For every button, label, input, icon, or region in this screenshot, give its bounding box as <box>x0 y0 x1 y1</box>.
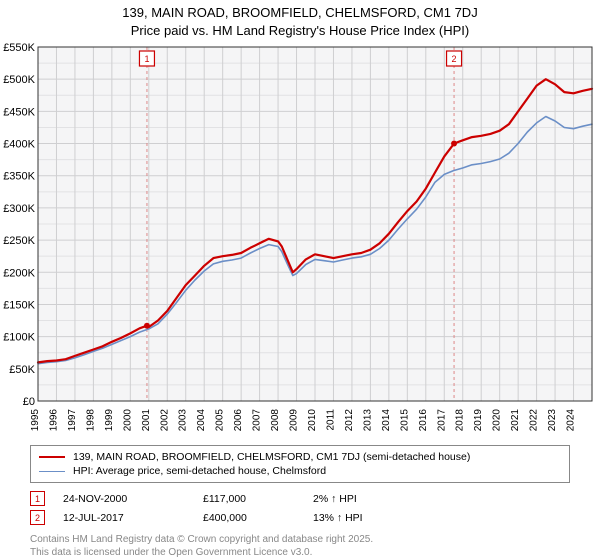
svg-text:2017: 2017 <box>436 409 447 432</box>
svg-text:1995: 1995 <box>30 409 41 432</box>
footer-line-1: Contains HM Land Registry data © Crown c… <box>30 533 570 546</box>
transaction-marker: 2 <box>30 510 45 525</box>
svg-text:2021: 2021 <box>510 409 521 432</box>
transaction-row: 2 12-JUL-2017£400,00013% ↑ HPI <box>30 508 570 527</box>
legend-label: 139, MAIN ROAD, BROOMFIELD, CHELMSFORD, … <box>73 451 470 463</box>
svg-text:2012: 2012 <box>344 409 355 432</box>
footer-line-2: This data is licensed under the Open Gov… <box>30 546 570 559</box>
svg-text:1997: 1997 <box>67 409 78 432</box>
legend-swatch <box>39 471 65 472</box>
svg-text:2: 2 <box>452 54 457 64</box>
svg-text:2019: 2019 <box>473 409 484 432</box>
svg-text:2023: 2023 <box>547 409 558 432</box>
svg-text:2008: 2008 <box>270 409 281 432</box>
svg-text:2014: 2014 <box>381 409 392 432</box>
svg-text:£0: £0 <box>23 396 35 408</box>
title-line-2: Price paid vs. HM Land Registry's House … <box>0 22 600 40</box>
svg-text:£450K: £450K <box>3 106 35 118</box>
svg-text:2000: 2000 <box>122 409 133 432</box>
svg-text:£550K: £550K <box>3 42 35 54</box>
svg-text:2024: 2024 <box>566 409 577 432</box>
svg-text:2020: 2020 <box>492 409 503 432</box>
svg-text:2002: 2002 <box>159 409 170 432</box>
footer-attribution: Contains HM Land Registry data © Crown c… <box>30 533 570 559</box>
svg-text:£350K: £350K <box>3 171 35 183</box>
transaction-date: 24-NOV-2000 <box>63 493 203 505</box>
transaction-price: £400,000 <box>203 512 313 524</box>
svg-text:2003: 2003 <box>178 409 189 432</box>
svg-text:2013: 2013 <box>362 409 373 432</box>
transaction-price: £117,000 <box>203 493 313 505</box>
transaction-date: 12-JUL-2017 <box>63 512 203 524</box>
legend-box: 139, MAIN ROAD, BROOMFIELD, CHELMSFORD, … <box>30 445 570 483</box>
svg-text:2022: 2022 <box>529 409 540 432</box>
svg-text:£150K: £150K <box>3 300 35 312</box>
svg-text:2007: 2007 <box>252 409 263 432</box>
svg-text:2006: 2006 <box>233 409 244 432</box>
svg-text:2015: 2015 <box>399 409 410 432</box>
svg-text:1996: 1996 <box>48 409 59 432</box>
legend-item: 139, MAIN ROAD, BROOMFIELD, CHELMSFORD, … <box>39 450 561 464</box>
svg-text:2011: 2011 <box>325 409 336 431</box>
svg-text:£250K: £250K <box>3 235 35 247</box>
transaction-diff: 13% ↑ HPI <box>313 512 363 524</box>
chart-area: £0 £50K £100K £150K £200K £250K £300K £350K £400… <box>0 39 600 439</box>
svg-text:2018: 2018 <box>455 409 466 432</box>
svg-text:1998: 1998 <box>85 409 96 432</box>
transaction-table: 1 24-NOV-2000£117,0002% ↑ HPI 2 12-JUL-2017… <box>30 489 570 527</box>
svg-text:1999: 1999 <box>104 409 115 432</box>
svg-text:£50K: £50K <box>9 364 35 376</box>
svg-text:1: 1 <box>144 54 149 64</box>
svg-text:2001: 2001 <box>141 409 152 432</box>
transaction-marker: 1 <box>30 491 45 506</box>
svg-text:£300K: £300K <box>3 203 35 215</box>
svg-text:£400K: £400K <box>3 139 35 151</box>
legend-label: HPI: Average price, semi-detached house,… <box>73 465 326 477</box>
transaction-row: 1 24-NOV-2000£117,0002% ↑ HPI <box>30 489 570 508</box>
line-chart-svg: £0 £50K £100K £150K £200K £250K £300K £350K £400… <box>0 39 600 439</box>
svg-text:£200K: £200K <box>3 267 35 279</box>
svg-text:2010: 2010 <box>307 409 318 432</box>
svg-text:2016: 2016 <box>418 409 429 432</box>
svg-text:£500K: £500K <box>3 74 35 86</box>
title-line-1: 139, MAIN ROAD, BROOMFIELD, CHELMSFORD, … <box>0 4 600 22</box>
svg-text:2004: 2004 <box>196 409 207 432</box>
transaction-diff: 2% ↑ HPI <box>313 493 357 505</box>
legend-item: HPI: Average price, semi-detached house,… <box>39 464 561 478</box>
legend-swatch <box>39 456 65 458</box>
svg-text:2005: 2005 <box>215 409 226 432</box>
svg-text:£100K: £100K <box>3 332 35 344</box>
svg-text:2009: 2009 <box>289 409 300 432</box>
chart-title-block: 139, MAIN ROAD, BROOMFIELD, CHELMSFORD, … <box>0 0 600 39</box>
